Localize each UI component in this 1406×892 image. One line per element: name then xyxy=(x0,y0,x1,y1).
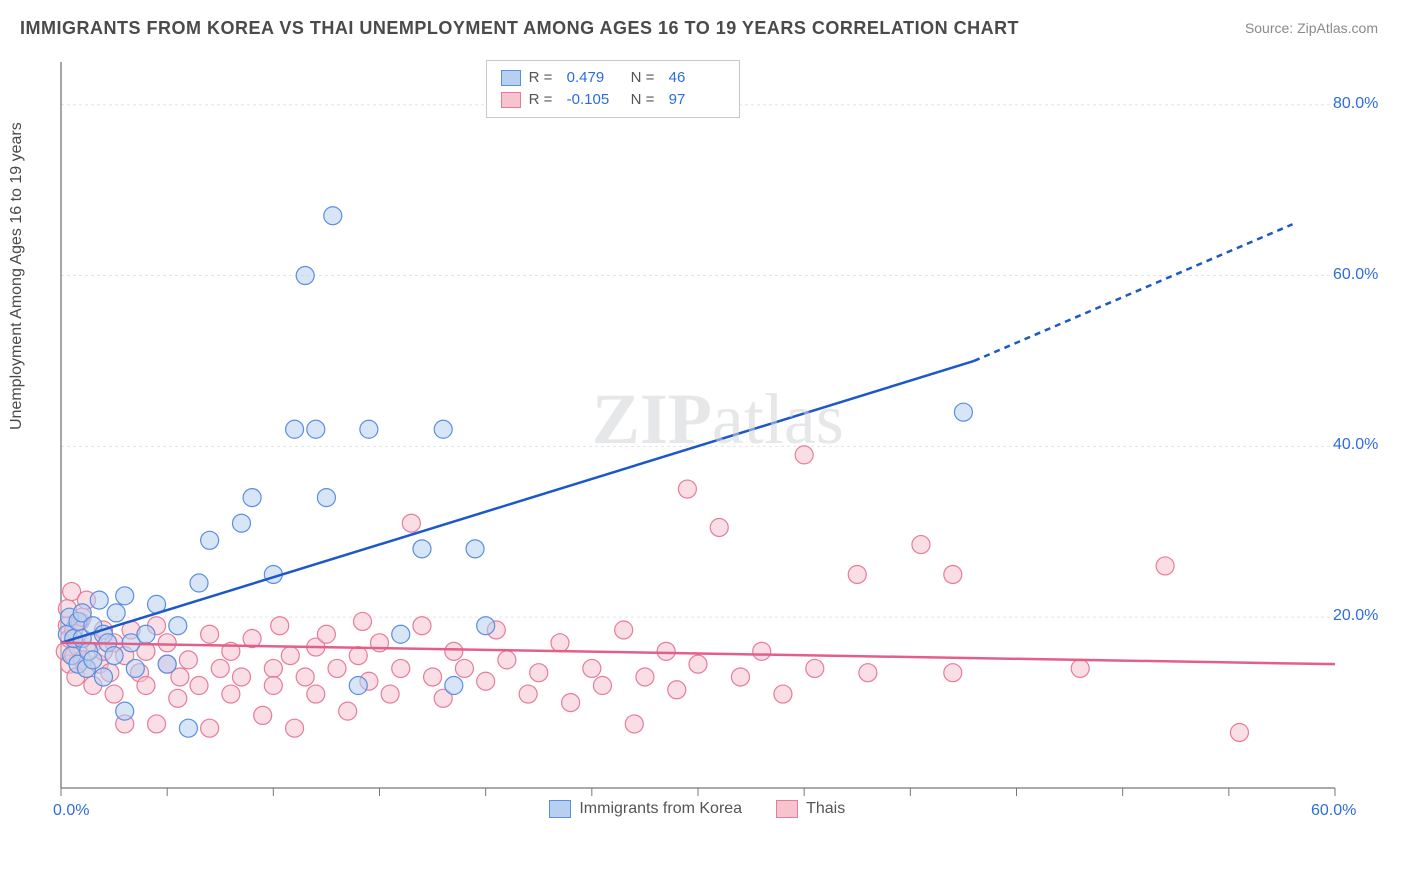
legend-correlation-row: R = -0.105 N = 97 xyxy=(501,89,725,111)
chart-area xyxy=(55,58,1375,818)
legend-n-value: 46 xyxy=(669,67,725,89)
legend-n-value: 97 xyxy=(669,89,725,111)
legend-series-item: Thais xyxy=(776,800,845,818)
legend-series-item: Immigrants from Korea xyxy=(549,800,742,818)
legend-r-value: 0.479 xyxy=(567,67,623,89)
y-tick-label: 40.0% xyxy=(1333,436,1378,454)
chart-title: IMMIGRANTS FROM KOREA VS THAI UNEMPLOYME… xyxy=(20,18,1019,39)
y-tick-label: 20.0% xyxy=(1333,607,1378,625)
legend-series-label: Thais xyxy=(806,800,845,818)
legend-series-label: Immigrants from Korea xyxy=(579,800,742,818)
legend-swatch xyxy=(549,800,571,818)
legend-n-label: N = xyxy=(631,67,661,89)
correlation-legend: R = 0.479 N = 46 R = -0.105 N = 97 xyxy=(486,60,740,118)
y-tick-label: 80.0% xyxy=(1333,95,1378,113)
legend-swatch xyxy=(501,92,521,108)
x-tick-label: 60.0% xyxy=(1311,802,1356,820)
legend-n-label: N = xyxy=(631,89,661,111)
legend-r-label: R = xyxy=(529,89,559,111)
series-legend: Immigrants from Korea Thais xyxy=(549,800,845,818)
scatter-chart xyxy=(55,58,1375,818)
y-tick-label: 60.0% xyxy=(1333,266,1378,284)
legend-swatch xyxy=(776,800,798,818)
legend-correlation-row: R = 0.479 N = 46 xyxy=(501,67,725,89)
y-axis-label: Unemployment Among Ages 16 to 19 years xyxy=(8,122,26,430)
legend-swatch xyxy=(501,70,521,86)
x-tick-label: 0.0% xyxy=(53,802,89,820)
legend-r-value: -0.105 xyxy=(567,89,623,111)
source-credit: Source: ZipAtlas.com xyxy=(1245,20,1378,36)
legend-r-label: R = xyxy=(529,67,559,89)
